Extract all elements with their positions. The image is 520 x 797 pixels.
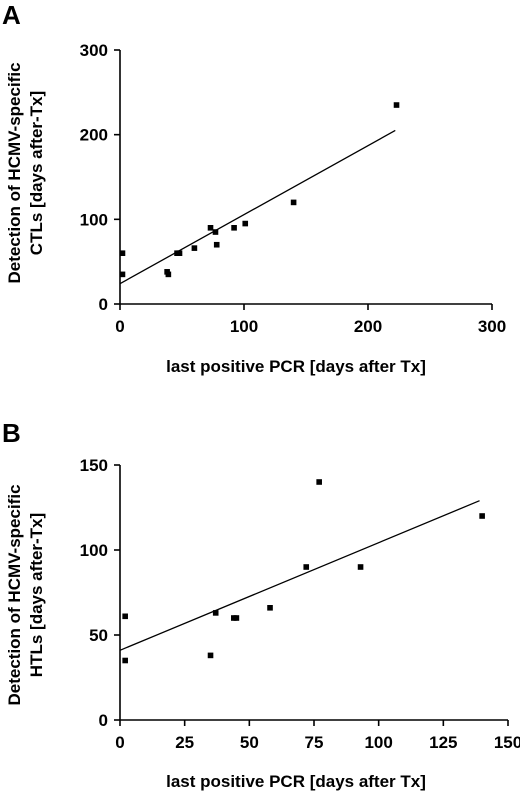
panel-b-data-point bbox=[233, 615, 240, 621]
panel-a-y-tick-label: 200 bbox=[80, 126, 108, 145]
panel-a-plot-area: 0 100 200 300 0 100 200 300 bbox=[80, 41, 507, 336]
panel-b-data-point bbox=[122, 657, 128, 664]
panel-b-x-axis-title: last positive PCR [days after Tx] bbox=[166, 772, 426, 791]
panel-a-x-tick-label: 0 bbox=[115, 317, 124, 336]
panel-b-data-point bbox=[122, 613, 128, 620]
panel-a-data-point bbox=[213, 241, 220, 248]
panel-a: A Detection of HCMV-specific CTLs [days … bbox=[2, 0, 506, 376]
panel-a-y-axis-title-line-2: CTLs [days after-Tx] bbox=[27, 91, 46, 255]
panel-b-y-tick-label: 0 bbox=[99, 711, 108, 730]
panel-b-regression-line bbox=[119, 500, 480, 651]
panel-a-data-point bbox=[165, 271, 172, 278]
panel-a-regression-line bbox=[119, 129, 396, 285]
panel-a-data-point bbox=[212, 229, 219, 235]
panel-b-data-point bbox=[207, 652, 214, 659]
panel-b-data-point bbox=[479, 513, 485, 519]
panel-b-label: B bbox=[2, 418, 21, 448]
panel-b-y-tick-label: 50 bbox=[89, 626, 108, 645]
panel-b-plot-area: 0 25 50 75 100 125 150 0 50 100 150 bbox=[80, 456, 520, 752]
panel-a-y-tick-label: 100 bbox=[80, 210, 108, 229]
panel-a-y-tick-label: 0 bbox=[99, 295, 108, 314]
panel-a-data-point bbox=[242, 220, 249, 227]
panel-b-y-axis-title-line-1: Detection of HCMV-specific bbox=[5, 484, 24, 705]
panel-a-label: A bbox=[2, 0, 21, 30]
panel-a-data-point bbox=[119, 250, 126, 256]
panel-b-x-tick-label: 0 bbox=[115, 733, 124, 752]
panel-a-x-tick-label: 300 bbox=[478, 317, 506, 336]
panel-b-x-tick-label: 100 bbox=[364, 733, 392, 752]
panel-a-data-point bbox=[119, 271, 126, 278]
panel-a-x-tick-label: 200 bbox=[354, 317, 382, 336]
panel-b-x-tick-label: 50 bbox=[240, 733, 259, 752]
panel-a-x-tick-label: 100 bbox=[230, 317, 258, 336]
panel-a-data-point bbox=[290, 199, 297, 206]
panel-b-x-tick-label: 25 bbox=[175, 733, 194, 752]
panel-b-y-axis-title-line-2: HTLs [days after-Tx] bbox=[27, 513, 46, 677]
panel-a-data-point bbox=[393, 102, 400, 108]
panel-b-x-tick-label: 75 bbox=[305, 733, 324, 752]
panel-b-data-point bbox=[303, 564, 310, 570]
panel-a-x-axis-title: last positive PCR [days after Tx] bbox=[166, 357, 426, 376]
panel-b-data-point bbox=[316, 479, 322, 485]
panel-a-data-point bbox=[176, 250, 183, 256]
panel-a-data-point bbox=[207, 225, 214, 231]
panel-b-x-tick-label: 150 bbox=[494, 733, 520, 752]
panel-a-data-point bbox=[191, 245, 198, 251]
panel-b-y-tick-label: 150 bbox=[80, 456, 108, 475]
panel-a-y-tick-label: 300 bbox=[80, 41, 108, 60]
panel-a-data-point bbox=[231, 225, 237, 231]
panel-b-x-tick-label: 125 bbox=[429, 733, 457, 752]
panel-b: B Detection of HCMV-specific HTLs [days … bbox=[2, 418, 520, 791]
panel-b-y-tick-label: 100 bbox=[80, 541, 108, 560]
panel-b-data-point bbox=[267, 605, 273, 611]
panel-b-data-point bbox=[357, 564, 364, 570]
panel-a-y-axis-title-line-1: Detection of HCMV-specific bbox=[5, 62, 24, 283]
panel-b-data-point bbox=[212, 610, 219, 616]
